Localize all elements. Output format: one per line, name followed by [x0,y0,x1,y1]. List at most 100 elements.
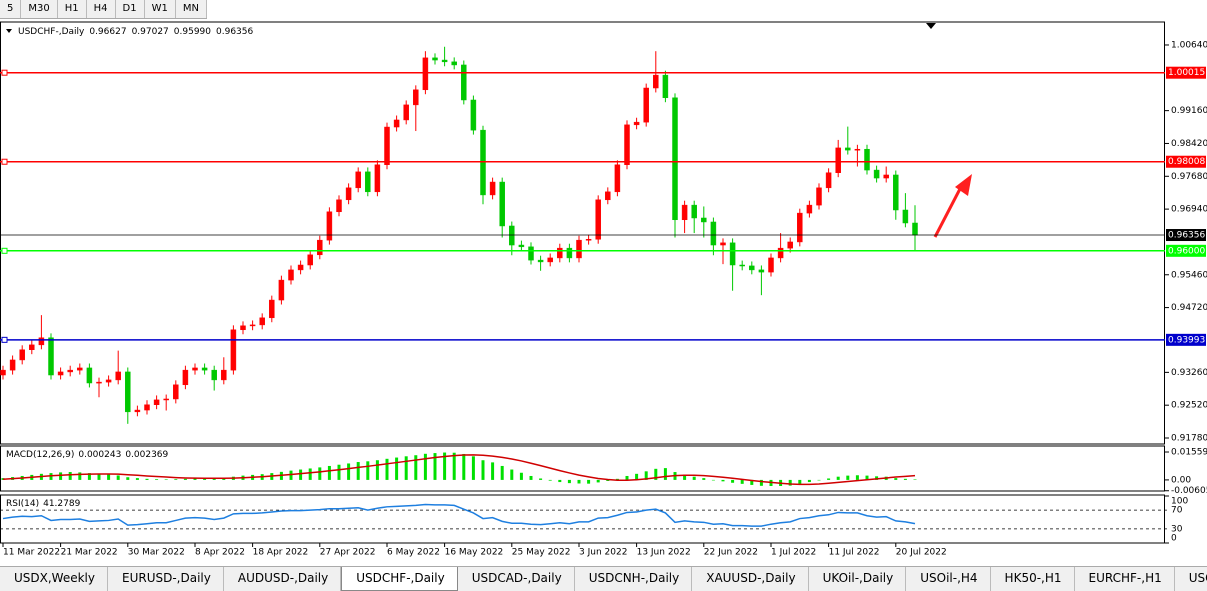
timeframe-button[interactable]: H1 [58,0,87,18]
timeframe-button[interactable]: W1 [145,0,176,18]
x-tick-label: 27 Apr 2022 [320,548,376,558]
y-tick-label: 0.92520 [1171,401,1207,411]
macd-bar [78,472,82,480]
chart-tab[interactable]: AUDUSD-,Daily [224,567,342,591]
macd-value: MACD(12,26,9) [6,450,74,460]
rsi-value: 41.2789 [43,499,80,509]
macd-bar [337,464,341,480]
level-handle [1,336,8,343]
y-tick-label: 0.95460 [1171,270,1207,280]
candle-body [777,247,784,259]
macd-bar [510,469,514,480]
candle-body [9,359,16,371]
macd-bar [913,479,917,480]
chart-tab[interactable]: USOil-,H4 [1175,567,1207,591]
x-tick-label: 18 Apr 2022 [253,548,309,558]
macd-bar [203,478,207,480]
candle-body [816,187,822,206]
candle-body [413,89,419,106]
candle-body [806,204,813,214]
y-tick-label: 0.015596 [1171,448,1207,458]
candle-body [201,367,208,371]
x-tick-label: 6 May 2022 [387,548,440,558]
level-label-bg [1166,66,1206,79]
chart-tab[interactable]: USDCHF-,Daily [341,567,458,591]
macd-bar [68,472,72,480]
macd-bar [107,474,111,480]
macd-bar [750,479,754,485]
candle-body [125,371,131,413]
candle-body [787,241,793,249]
candle-body [29,344,35,350]
macd-bar [798,479,802,484]
macd-bar [587,479,591,484]
chart-tab[interactable]: EURUSD-,Daily [108,567,224,591]
candle-body [278,279,285,301]
candle-body [269,299,275,319]
macd-bar [443,452,447,480]
rsi-line [2,503,916,527]
macd-bar [596,479,600,483]
y-tick-label: 0.94720 [1171,303,1207,313]
candle-body [144,404,150,411]
chart-tabs: USDX,Weekly EURUSD-,Daily AUDUSD-,Daily USD… [0,566,1207,591]
macd-bar [663,468,667,480]
candle-body [67,369,73,373]
candle-body [720,242,726,246]
macd-bar [846,475,850,480]
candle-body [797,212,803,243]
macd-bar [836,476,840,480]
header-value: 0.95990 [174,27,211,37]
chart-tab[interactable]: HK50-,H1 [991,567,1075,591]
candle-body [681,204,688,221]
chart-tab[interactable]: USDCNH-,Daily [575,567,693,591]
timeframe-button[interactable]: H4 [87,0,116,18]
macd-bar [759,479,763,486]
candle-body [355,171,361,189]
timeframe-button[interactable]: D1 [116,0,145,18]
macd-bar [548,479,552,481]
macd-bar [606,479,610,481]
candle-body [259,317,265,326]
header-marker [6,29,12,33]
macd-header: MACD(12,26,9) 0.000243 0.002369 [6,450,169,460]
chart-tab[interactable]: USOil-,H4 [906,567,991,591]
macd-bar [654,468,658,480]
chart-tab[interactable]: UKOil-,Daily [809,567,907,591]
candle-body [624,124,630,166]
y-tick-label: 0.91780 [1171,434,1207,444]
macd-bar [212,478,216,480]
chart-tab[interactable]: XAUUSD-,Daily [692,567,809,591]
chart-tab[interactable]: EURCHF-,H1 [1075,567,1175,591]
timeframe-button[interactable]: MN [176,0,207,18]
macd-bar [500,465,504,480]
candle-body [509,225,515,246]
header-value: 0.96356 [216,27,253,37]
macd-bar [702,478,706,480]
y-tick-label: 0.97680 [1171,172,1207,182]
x-tick-label: 11 Mar 2022 [3,548,60,558]
macd-bar [519,472,523,480]
candle-body [57,371,64,376]
timeframe-button[interactable]: 5 [0,0,22,18]
candle-body [86,367,93,384]
macd-bar [865,475,869,480]
timeframe-button[interactable]: M30 [21,0,58,18]
signal-line [2,454,916,486]
candle-body [38,337,45,346]
chart-tab[interactable]: USDCAD-,Daily [458,567,575,591]
macd-bar [625,475,629,480]
candle-body [0,369,6,376]
macd-bar [721,479,725,482]
chart-tab[interactable]: USDX,Weekly [0,567,108,591]
candle-body [557,247,563,259]
candle-body [758,269,765,273]
candle-body [96,381,102,384]
macd-bar [615,478,619,480]
level-label: 1.00015 [1168,68,1205,78]
candle-body [365,171,371,193]
candle-body [605,191,611,201]
candle-body [317,239,323,256]
y-tick-label: 0 [1171,534,1177,544]
